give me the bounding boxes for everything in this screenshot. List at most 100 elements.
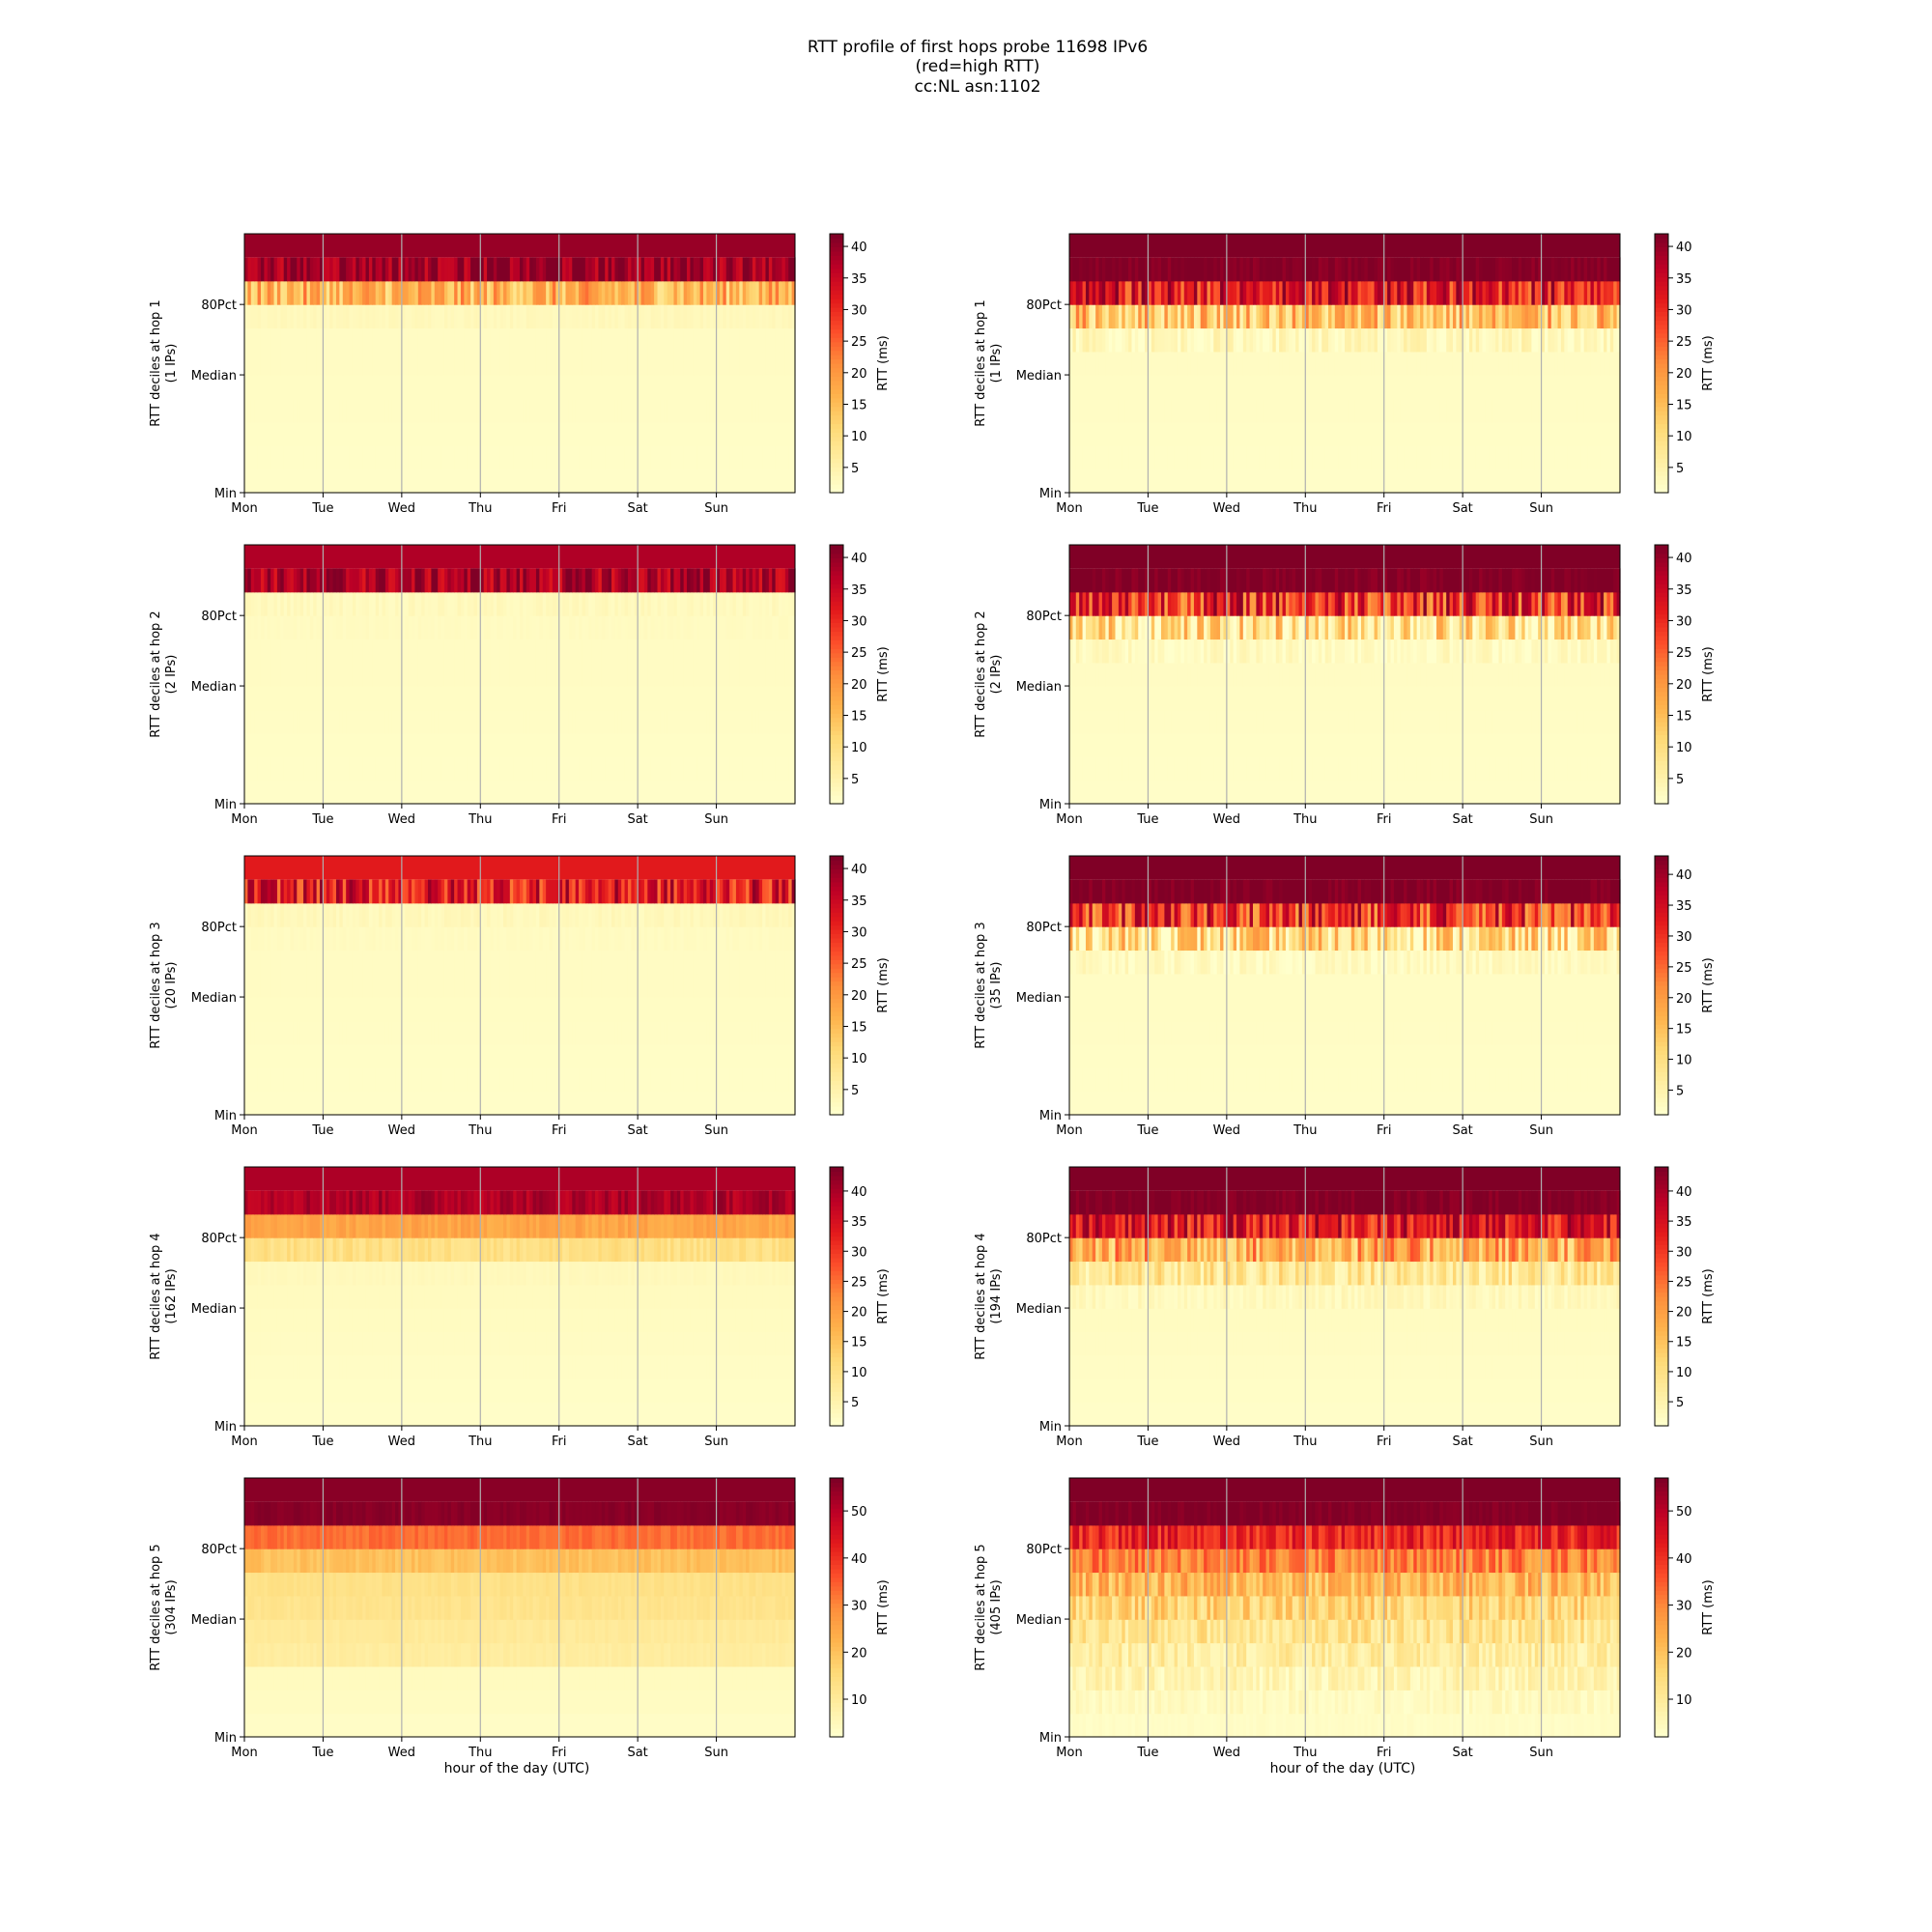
heatmap-cell <box>362 399 366 423</box>
heatmap-cell <box>294 592 298 616</box>
heatmap-cell <box>673 663 677 687</box>
heatmap-cell <box>605 399 609 423</box>
heatmap-cell <box>376 445 380 469</box>
heatmap-cell <box>661 1067 665 1092</box>
heatmap-cell <box>329 686 333 710</box>
heatmap-cell <box>673 686 677 710</box>
heatmap-cell <box>696 445 700 469</box>
x-tick-label: Tue <box>311 812 333 827</box>
heatmap-cell <box>673 950 677 974</box>
colorbar-segment <box>830 419 843 424</box>
heatmap-cell <box>294 304 298 328</box>
colorbar-segment <box>830 302 843 307</box>
heatmap-cell <box>605 304 609 328</box>
heatmap-cell <box>261 257 265 281</box>
heatmap-cell <box>569 950 573 974</box>
heatmap-cell <box>651 257 655 281</box>
heatmap-cell <box>353 733 356 757</box>
heatmap-cell <box>661 304 665 328</box>
colorbar-segment <box>830 644 843 649</box>
heatmap-cell <box>270 974 274 998</box>
heatmap-cell <box>582 756 585 781</box>
heatmap-cell <box>729 997 733 1021</box>
heatmap-cell <box>673 304 677 328</box>
heatmap-cell <box>270 375 274 399</box>
colorbar-segment <box>830 415 843 420</box>
heatmap-cell <box>454 1021 458 1045</box>
heatmap-cell <box>409 592 412 616</box>
heatmap-cell <box>376 710 380 734</box>
heatmap-cell <box>628 568 632 592</box>
colorbar-tick-label: 35 <box>851 272 867 287</box>
heatmap-cell <box>468 997 471 1021</box>
heatmap-cell <box>329 592 333 616</box>
heatmap-cell <box>468 327 471 352</box>
heatmap-cell <box>569 1092 573 1116</box>
heatmap-cell <box>385 281 389 305</box>
heatmap-cell <box>513 686 517 710</box>
heatmap-cell <box>270 997 274 1021</box>
heatmap-cell <box>421 281 425 305</box>
heatmap-cell <box>468 926 471 951</box>
y-tick-label: Min <box>214 487 237 501</box>
heatmap-cell <box>696 926 700 951</box>
heatmap-cell <box>270 781 274 805</box>
heatmap-cell <box>765 663 769 687</box>
heatmap-cell <box>294 375 298 399</box>
heatmap-cell <box>614 950 618 974</box>
heatmap-cell <box>270 281 274 305</box>
heatmap-cell <box>628 304 632 328</box>
heatmap-cell <box>788 327 792 352</box>
heatmap-cell <box>706 469 710 494</box>
heatmap-cell <box>270 710 274 734</box>
heatmap-cell <box>536 257 540 281</box>
colorbar-segment <box>830 437 843 441</box>
heatmap-cell <box>743 639 747 663</box>
colorbar-segment <box>830 657 843 662</box>
heatmap-cell <box>582 1044 585 1068</box>
heatmap-cell <box>661 926 665 951</box>
heatmap-cell <box>546 422 550 446</box>
heatmap-cell <box>661 1021 665 1045</box>
colorbar-segment <box>830 575 843 580</box>
heatmap-cell <box>421 592 425 616</box>
heatmap-cell <box>294 568 298 592</box>
heatmap-cell <box>605 615 609 639</box>
heatmap-cell <box>306 756 310 781</box>
heatmap-cell <box>605 257 609 281</box>
heatmap-cell <box>362 304 366 328</box>
heatmap-cell <box>628 615 632 639</box>
heatmap-cell <box>582 445 585 469</box>
heatmap-cell <box>421 950 425 974</box>
heatmap-cell <box>523 756 526 781</box>
heatmap-cell <box>513 733 517 757</box>
heatmap-cell <box>743 257 747 281</box>
heatmap-cell <box>569 592 573 616</box>
heatmap-cell <box>628 352 632 376</box>
heatmap-cell <box>409 469 412 494</box>
heatmap-cell <box>421 1021 425 1045</box>
colorbar-segment <box>830 627 843 632</box>
heatmap-cell <box>661 399 665 423</box>
heatmap-cell <box>776 756 780 781</box>
heatmap-cell <box>696 1067 700 1092</box>
heatmap-cell <box>500 327 504 352</box>
heatmap-cell <box>729 686 733 710</box>
heatmap-cell <box>261 997 265 1021</box>
heatmap-cell <box>673 352 677 376</box>
heatmap-cell <box>569 281 573 305</box>
heatmap-cell <box>673 469 677 494</box>
heatmap-cell <box>294 639 298 663</box>
heatmap-cell <box>421 469 425 494</box>
heatmap-cell <box>500 926 504 951</box>
heatmap-cell <box>431 615 435 639</box>
heatmap-cell <box>362 686 366 710</box>
heatmap-cell <box>729 615 733 639</box>
heatmap-cell <box>353 686 356 710</box>
heatmap-cell <box>500 663 504 687</box>
heatmap-cell <box>500 733 504 757</box>
heatmap-cell <box>673 399 677 423</box>
heatmap-cell <box>454 304 458 328</box>
heatmap-cell <box>261 399 265 423</box>
heatmap-cell <box>247 733 251 757</box>
